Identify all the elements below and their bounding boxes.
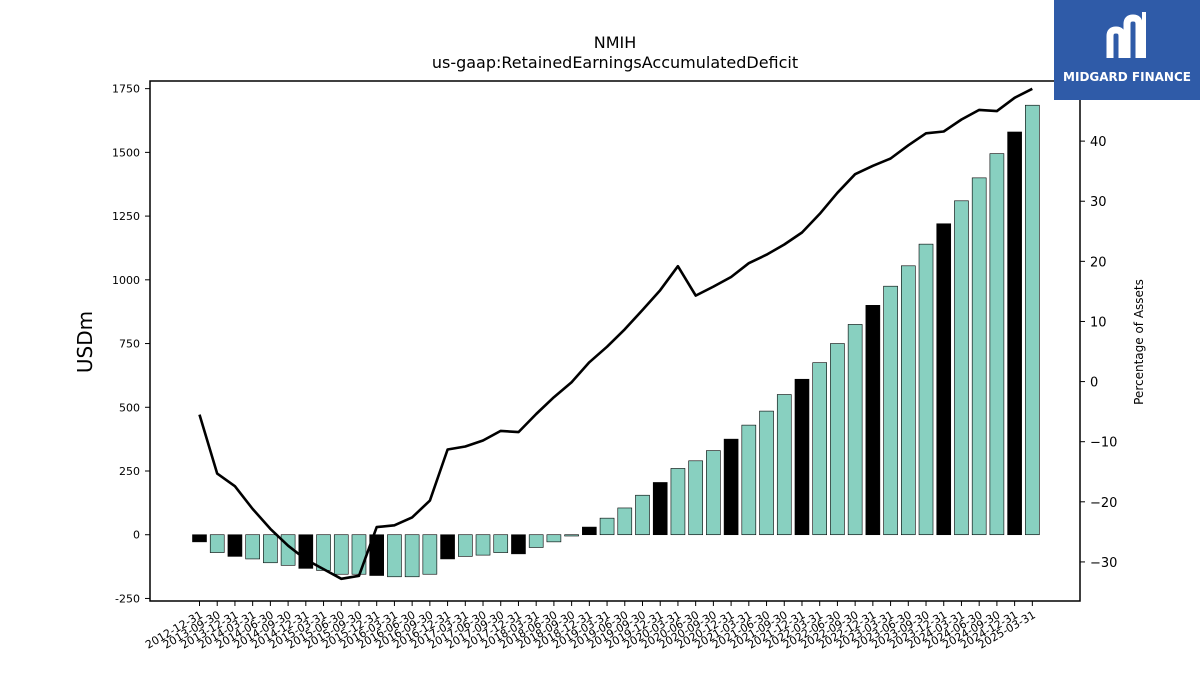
bar-2017-06-30 <box>475 534 491 556</box>
bar-2019-12-31 <box>652 482 668 536</box>
y-tick-label: 250 <box>119 465 140 478</box>
bar-2012-12-31 <box>192 534 207 543</box>
bar-2023-09-30 <box>918 243 934 536</box>
line-series <box>198 87 1033 581</box>
bar-2014-06-30 <box>263 534 278 564</box>
bar-2021-12-31 <box>794 378 810 536</box>
y-tick-label: -250 <box>115 592 140 605</box>
bar-2018-06-30 <box>546 534 562 543</box>
y2-tick-label: 20 <box>1090 255 1107 270</box>
y-tick-label: 1750 <box>112 83 140 96</box>
bar-2023-03-31 <box>883 285 898 536</box>
y-tick-label: 500 <box>119 401 140 414</box>
bar-2013-12-31 <box>227 534 243 557</box>
bar-2020-03-31 <box>670 468 686 536</box>
bar-2016-06-30 <box>404 534 420 578</box>
bar-2024-09-30 <box>989 153 1005 536</box>
bar-2018-09-30 <box>564 534 579 537</box>
bar-2018-12-31 <box>582 526 597 536</box>
bar-2022-09-30 <box>847 324 863 536</box>
bar-2023-12-31 <box>936 223 952 536</box>
bar-2015-09-30 <box>351 534 367 575</box>
bar-2016-12-31 <box>440 534 455 560</box>
bar-2019-09-30 <box>635 494 650 536</box>
bar-2020-06-30 <box>688 460 703 536</box>
bar-2024-12-31 <box>1007 131 1022 536</box>
bar-2022-03-31 <box>812 362 828 536</box>
y2-tick-label: −20 <box>1090 496 1117 511</box>
y-tick-label: 1500 <box>112 146 140 159</box>
y2-tick-label: −30 <box>1090 556 1117 571</box>
bar-2019-03-31 <box>599 517 615 536</box>
bar-2025-03-31 <box>1025 104 1040 536</box>
midgard-finance-logo: MIDGARD FINANCE <box>1054 0 1200 100</box>
y2-tick-label: −10 <box>1090 436 1117 451</box>
y-tick-label: 1000 <box>112 274 140 287</box>
bar-2019-06-30 <box>617 507 633 536</box>
bar-2017-09-30 <box>493 534 509 553</box>
y-tick-label: 750 <box>119 338 140 351</box>
x-axis-ticks: 2012-12-312013-09-302013-12-312014-03-31… <box>143 601 1038 652</box>
y-tick-label: 0 <box>133 529 140 542</box>
y2-tick-label: 10 <box>1090 315 1107 330</box>
logo-text: MIDGARD FINANCE <box>1063 70 1191 84</box>
bar-2013-09-30 <box>209 534 225 553</box>
bar-2022-06-30 <box>830 343 845 536</box>
y2-axis-label: Percentage of Assets <box>1132 279 1146 405</box>
bar-2024-06-30 <box>971 177 987 536</box>
plot-frame <box>149 80 1081 602</box>
chart-title: NMIH <box>594 33 637 52</box>
bar-2024-03-31 <box>954 200 969 536</box>
y2-tick-label: 0 <box>1090 376 1098 391</box>
bar-2017-03-31 <box>457 534 473 557</box>
bar-2023-06-30 <box>900 265 916 536</box>
bar-2016-09-30 <box>422 534 438 575</box>
chart-subtitle: us-gaap:RetainedEarningsAccumulatedDefic… <box>432 53 798 72</box>
bar-2020-12-31 <box>723 438 739 536</box>
bar-2021-03-31 <box>741 424 757 536</box>
bar-2022-12-31 <box>865 305 881 536</box>
y2-tick-label: 40 <box>1090 135 1107 150</box>
bar-2015-12-31 <box>369 534 385 576</box>
pct-assets-line <box>198 87 1033 581</box>
y2-axis-ticks: −30−20−1001020304050 <box>1080 75 1117 571</box>
y-tick-label: 1250 <box>112 210 140 223</box>
y2-tick-label: 30 <box>1090 195 1107 210</box>
bar-2015-06-30 <box>333 534 349 575</box>
bar-2016-03-31 <box>387 534 402 578</box>
logo-mark-icon <box>1106 12 1146 58</box>
y-axis-label: USDm <box>73 311 97 373</box>
bar-2014-03-31 <box>245 534 260 560</box>
bar-2021-06-30 <box>759 410 774 536</box>
bar-2018-03-31 <box>528 534 544 548</box>
bar-2020-09-30 <box>706 450 721 536</box>
bar-2017-12-31 <box>511 534 526 555</box>
bars <box>192 104 1040 578</box>
y-axis-ticks: -250 0 250 500 750 1000 1250 1500 1750 <box>112 83 150 605</box>
bar-2021-09-30 <box>776 394 792 536</box>
